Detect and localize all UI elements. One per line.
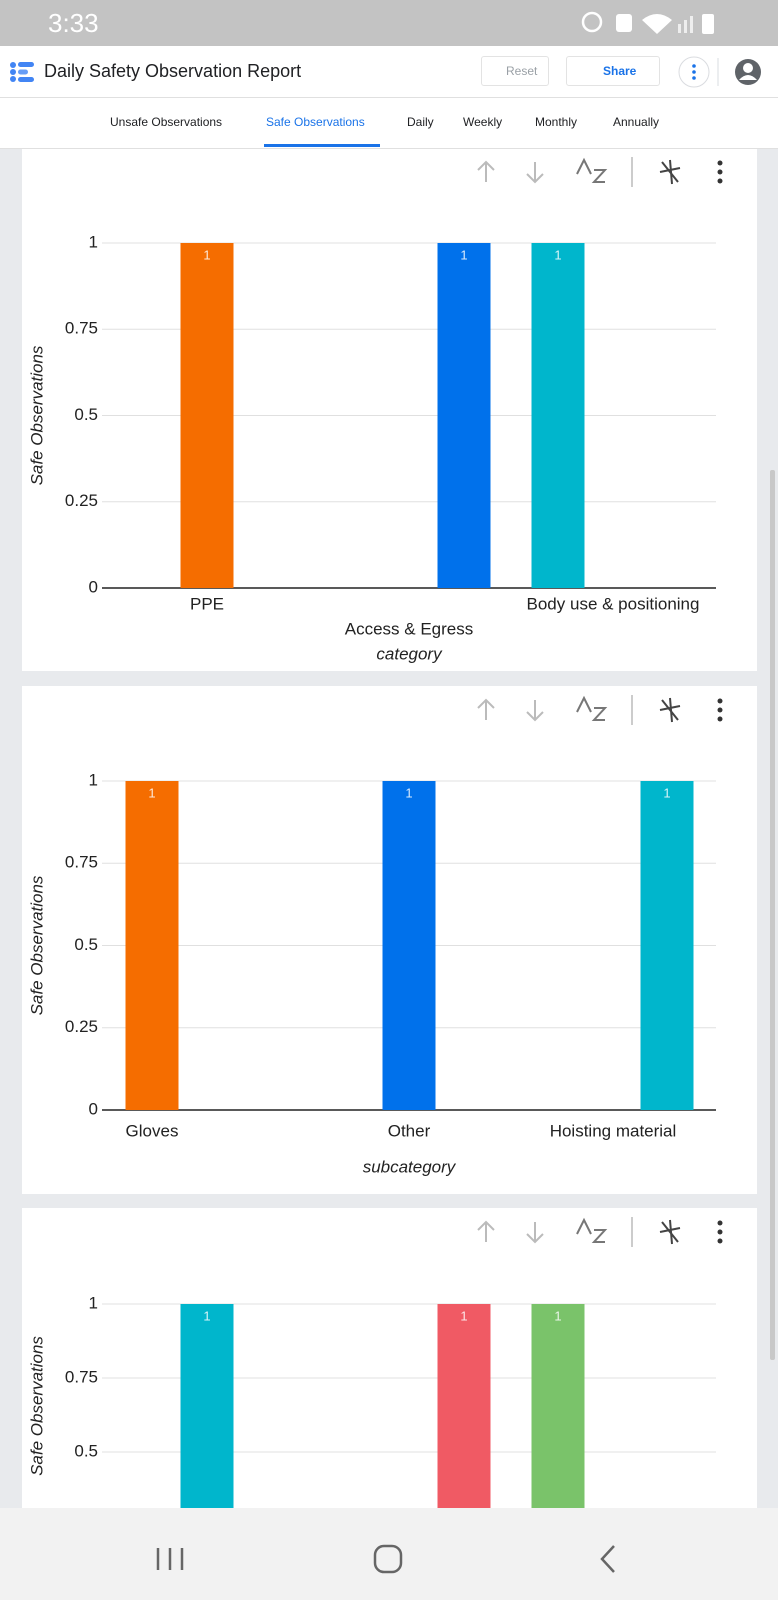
x-tick-label: Gloves xyxy=(126,1121,179,1140)
y-axis-title: Safe Observations xyxy=(27,345,46,485)
more-icon-dot xyxy=(717,716,723,722)
tab-bar: Unsafe Observations Safe Observations Dail… xyxy=(0,98,778,149)
y-tick-label: 0.5 xyxy=(74,1441,98,1460)
y-tick-label: 0.25 xyxy=(65,491,98,510)
tab[interactable]: Unsafe Observations xyxy=(110,115,223,129)
sort-up-icon xyxy=(477,698,495,720)
share-label: Share xyxy=(603,64,637,78)
chart-toolbar xyxy=(477,157,723,187)
report-title: Daily Safety Observation Report xyxy=(44,61,302,81)
unpin-icon xyxy=(659,159,681,185)
y-tick-label: 0 xyxy=(89,577,98,596)
reset-button[interactable]: Reset xyxy=(481,56,549,86)
y-tick-label: 0.75 xyxy=(65,1367,98,1386)
unpin-icon xyxy=(659,697,681,723)
chart-toolbar xyxy=(477,1217,723,1247)
sort-up-icon xyxy=(477,1220,495,1242)
x-axis-title: subcategory xyxy=(363,1157,457,1176)
reset-label: Reset xyxy=(506,64,538,78)
chart-toolbar xyxy=(477,695,723,725)
tab[interactable]: Monthly xyxy=(535,115,578,129)
bar xyxy=(640,781,694,1110)
more-icon-dot xyxy=(717,707,723,713)
tab[interactable]: Weekly xyxy=(463,115,503,129)
value-label: 1 xyxy=(148,785,155,800)
x-tick-label: Body use & positioning xyxy=(527,594,700,613)
value-label: 1 xyxy=(554,247,561,262)
app-header: Daily Safety Observation Report Reset Sh… xyxy=(0,46,778,98)
sort-down-icon xyxy=(526,1222,544,1244)
y-tick-label: 1 xyxy=(89,232,98,251)
value-label: 1 xyxy=(663,785,670,800)
y-tick-label: 0.25 xyxy=(65,1017,98,1036)
tab-underline xyxy=(264,144,380,147)
sort-az-icon xyxy=(576,157,608,183)
more-icon-dot xyxy=(717,160,723,166)
value-label: 1 xyxy=(554,1308,561,1323)
x-tick-label: PPE xyxy=(190,594,224,613)
unpin-icon xyxy=(659,1219,681,1245)
bar xyxy=(180,243,234,588)
x-tick-label: Access & Egress xyxy=(345,619,474,638)
more-icon-dot xyxy=(717,1220,723,1226)
tab[interactable]: Annually xyxy=(613,115,660,129)
x-tick-label: Other xyxy=(388,1121,431,1140)
more-icon-dot xyxy=(717,1238,723,1244)
y-tick-label: 0.5 xyxy=(74,405,98,424)
card xyxy=(22,148,757,671)
value-label: 1 xyxy=(405,785,412,800)
x-tick-label: Hoisting material xyxy=(550,1121,677,1140)
bar xyxy=(382,781,436,1110)
value-label: 1 xyxy=(460,1308,467,1323)
y-tick-label: 0 xyxy=(89,1099,98,1118)
y-tick-label: 1 xyxy=(89,1293,98,1312)
value-label: 1 xyxy=(460,247,467,262)
bar xyxy=(531,243,585,588)
y-tick-label: 1 xyxy=(89,770,98,789)
logo xyxy=(10,62,34,82)
value-label: 1 xyxy=(203,1308,210,1323)
tab[interactable]: Daily xyxy=(407,115,434,129)
card xyxy=(22,1208,757,1508)
share-button[interactable]: Share xyxy=(566,56,660,86)
x-axis-title: category xyxy=(376,644,443,663)
header-icons xyxy=(678,56,761,88)
sort-down-icon xyxy=(526,700,544,722)
bar xyxy=(125,781,179,1110)
bar xyxy=(437,243,491,588)
more-icon-dot xyxy=(717,169,723,175)
status-bar: 3:33 xyxy=(0,0,778,46)
scrollbar xyxy=(770,470,775,1360)
y-tick-label: 0.5 xyxy=(74,935,98,954)
menu-button[interactable] xyxy=(678,56,710,88)
bar xyxy=(437,1304,491,1508)
value-label: 1 xyxy=(203,247,210,262)
bar xyxy=(180,1304,234,1508)
sort-down-icon xyxy=(526,162,544,184)
y-axis-title: Safe Observations xyxy=(27,1336,46,1476)
y-tick-label: 0.75 xyxy=(65,853,98,872)
more-icon-dot xyxy=(717,698,723,704)
sort-up-icon xyxy=(477,160,495,182)
more-icon-dot xyxy=(717,1229,723,1235)
nav-bar xyxy=(0,1508,778,1600)
nav-icons xyxy=(156,1544,615,1574)
sort-az-icon xyxy=(576,695,608,721)
y-tick-label: 0.75 xyxy=(65,319,98,338)
tab[interactable]: Safe Observations xyxy=(266,115,365,129)
clock: 3:33 xyxy=(48,8,99,38)
y-axis-title: Safe Observations xyxy=(27,875,46,1015)
more-icon-dot xyxy=(717,178,723,184)
status-icons xyxy=(581,11,714,34)
bar xyxy=(531,1304,585,1508)
sort-az-icon xyxy=(576,1217,608,1243)
